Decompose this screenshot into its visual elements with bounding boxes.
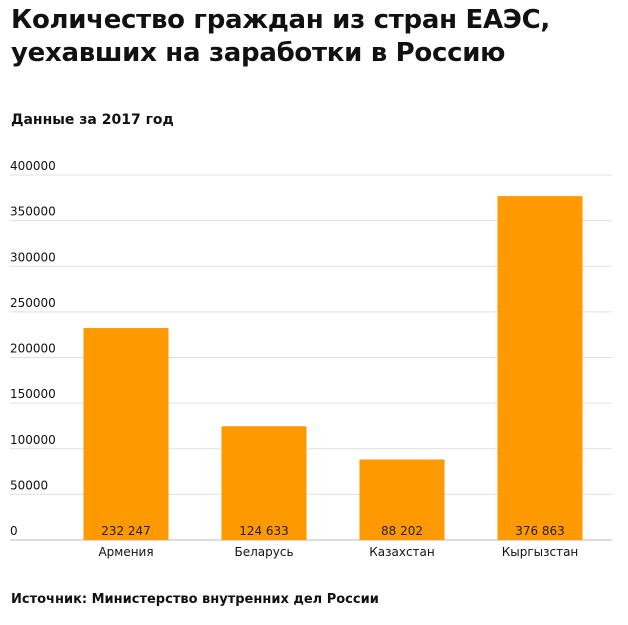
- bar: [83, 328, 169, 540]
- y-tick-label: 400000: [10, 159, 56, 173]
- bar-value-label: 232 247: [101, 524, 151, 538]
- y-tick-label: 50000: [10, 478, 48, 492]
- y-tick-label: 200000: [10, 342, 56, 356]
- x-category-label: Армения: [98, 545, 153, 559]
- y-tick-label: 300000: [10, 250, 56, 264]
- y-tick-label: 0: [10, 524, 18, 538]
- bar: [221, 426, 307, 540]
- x-category-label: Беларусь: [234, 545, 293, 559]
- bar-value-label: 124 633: [239, 524, 289, 538]
- bar: [497, 196, 583, 540]
- y-tick-label: 350000: [10, 205, 56, 219]
- y-tick-label: 250000: [10, 296, 56, 310]
- bar: [359, 459, 445, 540]
- bar-value-label: 376 863: [515, 524, 565, 538]
- chart-title: Количество граждан из стран ЕАЭС, уехавш…: [11, 5, 550, 68]
- x-category-label: Кыргызстан: [502, 545, 579, 559]
- y-tick-label: 100000: [10, 433, 56, 447]
- bar-value-label: 88 202: [381, 524, 423, 538]
- source-note: Источник: Министерство внутренних дел Ро…: [11, 592, 379, 607]
- chart-subtitle: Данные за 2017 год: [11, 112, 174, 128]
- y-tick-label: 150000: [10, 387, 56, 401]
- x-category-label: Казахстан: [369, 545, 435, 559]
